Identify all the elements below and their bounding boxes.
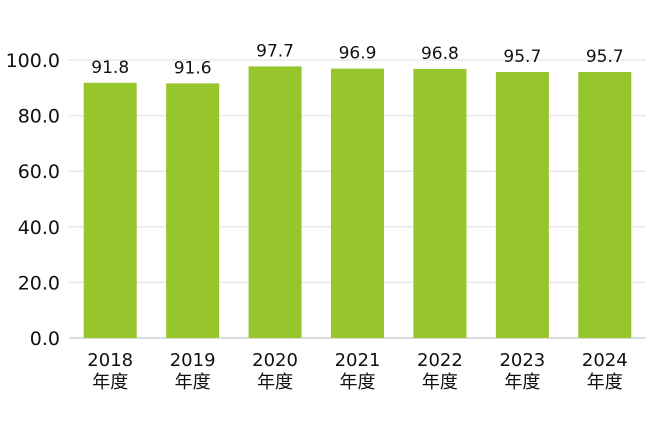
data-label: 91.6 (174, 58, 212, 78)
y-tick-label: 80.0 (18, 106, 60, 128)
x-tick-label: 2018 (87, 350, 133, 371)
x-tick-label: 年度 (175, 372, 211, 393)
y-tick-label: 100.0 (6, 50, 60, 72)
x-tick-label: 年度 (422, 372, 458, 393)
x-tick-label: 2022 (417, 350, 463, 371)
data-label: 91.8 (91, 58, 129, 78)
y-tick-label: 20.0 (18, 272, 60, 294)
y-tick-label: 0.0 (30, 328, 60, 350)
x-tick-label: 年度 (504, 372, 540, 393)
y-tick-label: 60.0 (18, 161, 60, 183)
x-tick-label: 年度 (587, 372, 623, 393)
x-tick-label: 2021 (335, 350, 381, 371)
x-tick-label: 2019 (170, 350, 216, 371)
bar (166, 83, 220, 339)
x-tick-label: 年度 (257, 372, 293, 393)
bar (248, 66, 302, 339)
bar (331, 68, 384, 339)
data-label: 96.8 (421, 44, 459, 64)
data-label: 96.9 (339, 44, 377, 64)
x-tick-label: 年度 (92, 372, 128, 393)
y-tick-label: 40.0 (18, 217, 60, 239)
x-tick-label: 2020 (252, 350, 298, 371)
bar (578, 71, 632, 338)
bar (413, 68, 467, 339)
x-tick-label: 2023 (499, 350, 545, 371)
data-label: 97.7 (256, 41, 294, 61)
x-tick-label: 年度 (340, 372, 376, 393)
data-label: 95.7 (586, 47, 624, 67)
bar (495, 71, 549, 338)
x-tick-label: 2024 (582, 350, 628, 371)
bar (83, 82, 137, 339)
data-label: 95.7 (503, 47, 541, 67)
